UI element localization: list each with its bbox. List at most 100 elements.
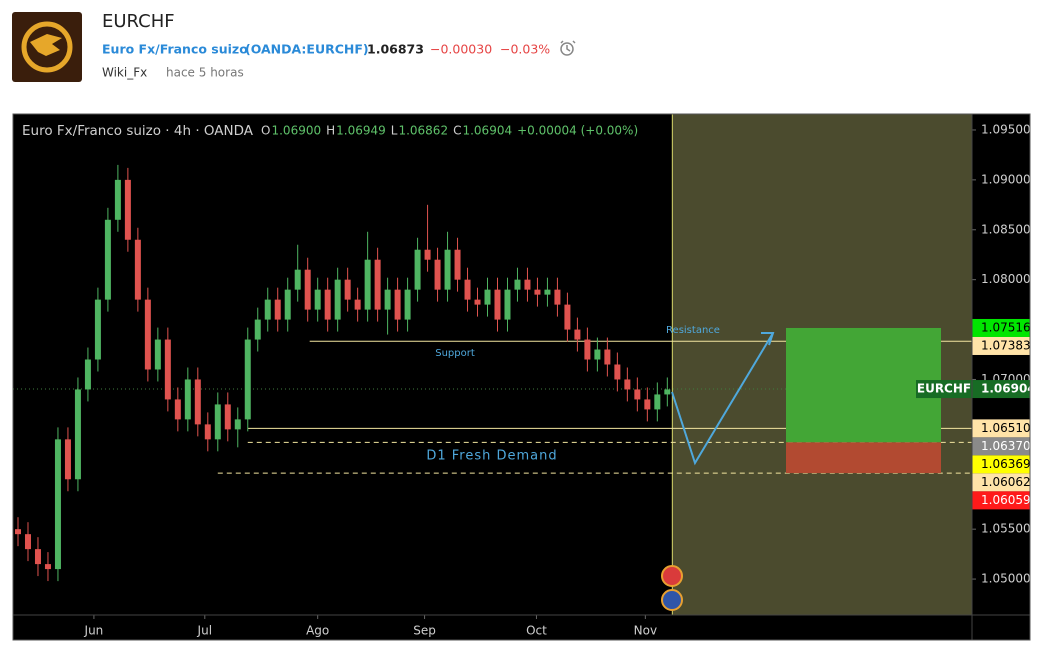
legend-title: Euro Fx/Franco suizo · 4h · OANDA	[22, 123, 254, 139]
projection-arrow	[671, 332, 774, 466]
price-label-bg	[972, 455, 1030, 474]
y-tick-label: 1.05000	[981, 572, 1031, 586]
candle-body	[514, 279, 521, 290]
candle-body	[194, 379, 201, 425]
symbol-title: EURCHF	[102, 11, 175, 32]
candle-body	[284, 289, 291, 320]
candle-body	[554, 289, 561, 305]
candle-body	[414, 249, 421, 290]
candle-body	[444, 249, 451, 290]
candle-body	[244, 339, 251, 420]
candle-body	[564, 304, 571, 330]
candle-body	[634, 389, 641, 400]
x-tick-label: Jul	[197, 624, 212, 638]
candle-body	[434, 259, 441, 290]
price-label: 1.07516	[981, 320, 1031, 334]
candle-body	[584, 339, 591, 360]
y-tick-label: 1.05500	[981, 522, 1031, 536]
candle-body	[474, 299, 481, 305]
loss-zone	[786, 442, 941, 474]
candle-body	[454, 249, 461, 280]
candle-body	[484, 289, 491, 305]
candle-body	[544, 289, 551, 295]
price-label-bg	[972, 437, 1030, 456]
candle-body	[174, 399, 181, 420]
price-label-bg	[972, 318, 1030, 337]
candle-body	[424, 249, 431, 260]
symbol-description[interactable]: Euro Fx/Franco suizo	[102, 42, 248, 57]
y-tick-label: 1.09500	[981, 122, 1031, 136]
candle-body	[164, 339, 171, 400]
y-tick-label: 1.09000	[981, 172, 1031, 186]
x-tick-label: Oct	[526, 624, 547, 638]
candle-body	[594, 349, 601, 360]
candle-body	[654, 394, 661, 410]
candle-body	[304, 269, 311, 310]
price: 1.06873	[367, 42, 424, 57]
annotation: Resistance	[666, 325, 720, 336]
header: EURCHF Euro Fx/Franco suizo (OANDA:EURCH…	[12, 11, 576, 82]
candle-body	[44, 564, 51, 570]
price-label-bg	[972, 380, 1030, 399]
candle-body	[24, 534, 31, 550]
avatar-logo	[21, 21, 73, 73]
candle-body	[124, 179, 131, 240]
candle-body	[184, 379, 191, 420]
change: −0.00030	[430, 42, 492, 57]
author[interactable]: Wiki_Fx	[102, 66, 147, 80]
event-icon[interactable]	[661, 589, 683, 611]
ohlc-key: O	[261, 124, 270, 138]
price-label-bg	[972, 491, 1030, 510]
ohlc-key: H	[326, 124, 335, 138]
candle-body	[224, 404, 231, 430]
candle-body	[504, 289, 511, 320]
candle-body	[154, 339, 161, 370]
alert-icon[interactable]	[560, 40, 576, 56]
price-label: 1.06062	[981, 475, 1031, 489]
change-percent: −0.03%	[500, 42, 550, 57]
ohlc-value: 1.06949	[336, 124, 386, 138]
candle-body	[324, 289, 331, 320]
candle-body	[84, 359, 91, 390]
projection-arrowhead	[761, 332, 775, 346]
price-label-bg	[972, 336, 1030, 355]
price-label-bg	[972, 473, 1030, 492]
ohlc-value: 1.06900	[271, 124, 321, 138]
y-tick-label: 1.08500	[981, 222, 1031, 236]
candle-body	[574, 329, 581, 340]
avatar-eagle	[30, 34, 62, 56]
candle-body	[354, 299, 361, 310]
candle-body	[134, 239, 141, 300]
candle-body	[604, 349, 611, 365]
chart: Resistance Support D1 Fresh Demand 1.09500 1…	[13, 114, 1036, 638]
candle-body	[374, 259, 381, 310]
candle-body	[264, 299, 271, 320]
exchange-symbol[interactable]: (OANDA:EURCHF)	[245, 42, 369, 57]
candle-body	[104, 219, 111, 300]
candle-body	[394, 289, 401, 320]
candle-body	[464, 279, 471, 300]
ohlc-value: 1.06862	[398, 124, 448, 138]
candle-body	[214, 404, 221, 440]
event-icon[interactable]	[661, 565, 683, 587]
symbol-label: EURCHF	[917, 382, 971, 396]
candle-body	[34, 549, 41, 565]
time-ago: hace 5 horas	[166, 66, 244, 80]
candle-body	[644, 399, 651, 410]
price-label: 1.07383	[981, 338, 1031, 352]
price-label-bg	[972, 419, 1030, 438]
candle-body	[274, 299, 281, 320]
profit-zone	[786, 327, 941, 443]
price-label: 1.06369	[981, 457, 1031, 471]
ohlc-key: C	[453, 124, 461, 138]
candle-body	[364, 259, 371, 310]
candle-body	[524, 279, 531, 290]
candle-body	[54, 439, 61, 570]
candle-body	[234, 419, 241, 430]
candle-body	[114, 179, 121, 220]
candle-body	[14, 529, 21, 535]
candle-body	[614, 364, 621, 380]
symbol-label-bg	[916, 380, 972, 399]
